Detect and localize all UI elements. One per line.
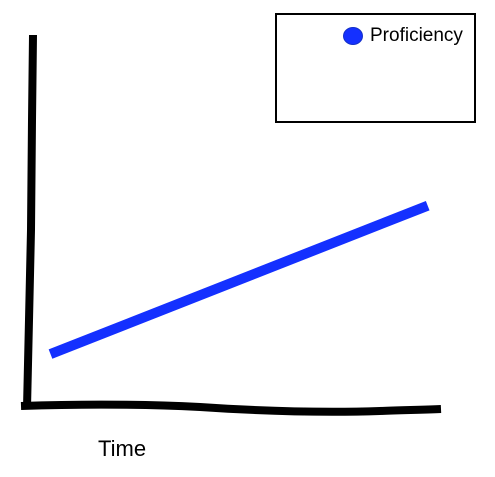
- legend-label: Proficiency: [370, 25, 463, 47]
- x-axis-label: Time: [98, 436, 146, 462]
- y-axis-line: [27, 35, 33, 408]
- legend: Proficiency: [275, 13, 476, 123]
- series-layer: [51, 206, 428, 354]
- x-axis-line: [21, 405, 441, 412]
- legend-swatch-circle-icon: [343, 27, 363, 45]
- legend-entry-proficiency: Proficiency: [343, 25, 463, 47]
- series-line-proficiency: [51, 206, 428, 354]
